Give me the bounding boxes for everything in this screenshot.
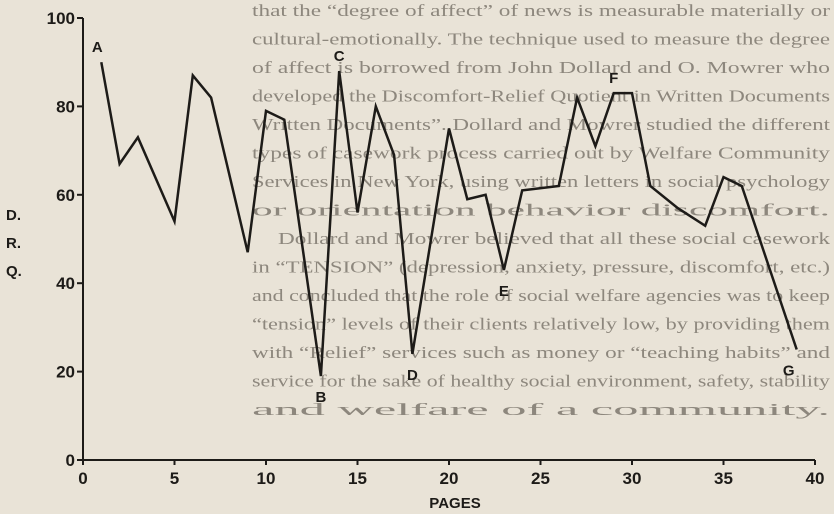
page-text-line: that the “degree of affect” of news is m… — [252, 1, 830, 20]
x-tick-label: 15 — [348, 469, 367, 488]
page-text-line: and concluded that the role of social we… — [252, 286, 830, 305]
page-text-line: Dollard and Mowrer believed that all the… — [278, 229, 831, 248]
x-tick-label: 20 — [440, 469, 459, 488]
page-text-line: and welfare of a community. — [252, 400, 830, 419]
page-text-line: service for the sake of healthy social e… — [252, 372, 831, 391]
page-text-line: developed the Discomfort-Relief Quotient… — [252, 87, 830, 106]
point-label: C — [334, 48, 345, 65]
page-text-line: cultural-emotionally. The technique used… — [252, 30, 830, 49]
point-label: E — [499, 283, 509, 300]
point-label: B — [315, 389, 326, 406]
x-tick-label: 5 — [170, 469, 179, 488]
page-text-line: of affect is borrowed from John Dollard … — [252, 58, 830, 77]
page-text-line: with “Relief” services such as money or … — [252, 343, 831, 362]
page-text-line: or orientation behavior discomfort. — [252, 201, 830, 220]
point-label: A — [92, 39, 103, 56]
x-tick-label: 0 — [78, 469, 87, 488]
x-tick-label: 25 — [531, 469, 550, 488]
y-axis-label: R. — [6, 235, 21, 252]
point-label: D — [407, 367, 418, 384]
y-tick-label: 100 — [47, 9, 75, 28]
x-axis-label: PAGES — [429, 495, 480, 512]
y-axis-label: D. — [6, 207, 21, 224]
y-tick-label: 80 — [56, 97, 75, 116]
point-label: F — [609, 70, 618, 87]
page-text-line: in “TENSION” (depression, anxiety, press… — [252, 258, 830, 277]
y-tick-label: 40 — [56, 274, 75, 293]
data-line — [100, 61, 798, 377]
point-label: G — [783, 363, 795, 380]
page-text-line: “tension” levels of their clients relati… — [252, 315, 830, 334]
y-tick-label: 60 — [56, 186, 75, 205]
y-axis-label: Q. — [6, 263, 22, 280]
page-text-line: Written Documents”. Dollard and Mowrer s… — [252, 115, 830, 134]
x-tick-label: 10 — [257, 469, 276, 488]
y-tick-label: 0 — [66, 451, 75, 470]
x-tick-label: 40 — [806, 469, 825, 488]
y-tick-label: 20 — [56, 363, 75, 382]
x-tick-label: 35 — [714, 469, 733, 488]
page-text-line: types of casework process carried out by… — [252, 144, 831, 163]
x-tick-label: 30 — [623, 469, 642, 488]
